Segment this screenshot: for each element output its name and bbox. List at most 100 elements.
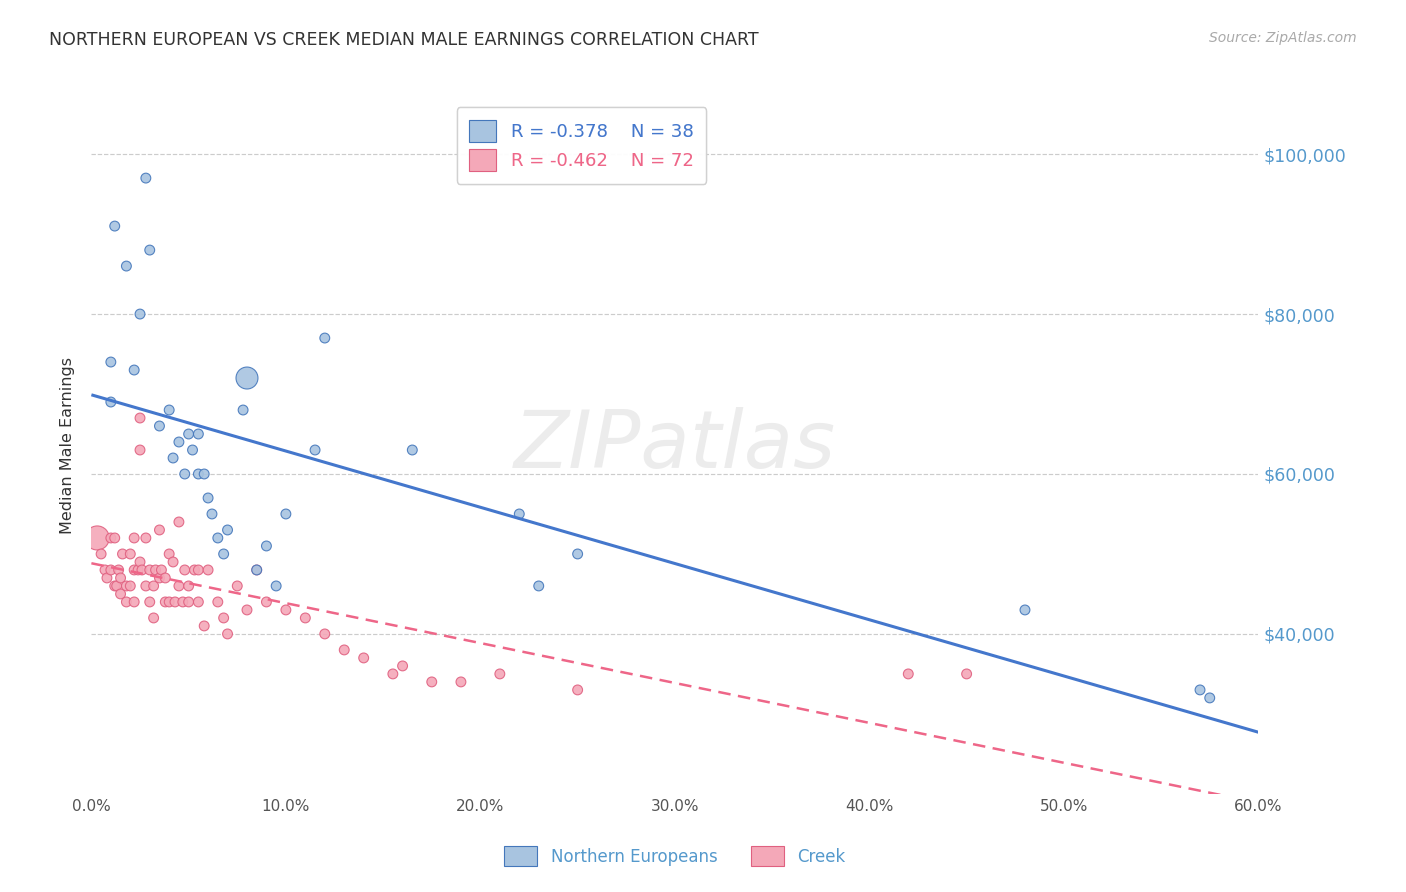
Point <box>104 219 127 233</box>
Point <box>527 579 550 593</box>
Point <box>401 442 423 457</box>
Point <box>187 467 209 481</box>
Point <box>122 531 145 545</box>
Point <box>177 427 200 442</box>
Point <box>86 531 108 545</box>
Point <box>135 531 157 545</box>
Point <box>120 579 142 593</box>
Point <box>115 579 138 593</box>
Point <box>129 442 152 457</box>
Point <box>135 171 157 186</box>
Point <box>162 555 184 569</box>
Point <box>256 595 278 609</box>
Point <box>212 547 235 561</box>
Point <box>314 331 336 345</box>
Point <box>155 571 177 585</box>
Point <box>197 491 219 505</box>
Point <box>104 579 127 593</box>
Point <box>129 555 152 569</box>
Point <box>129 411 152 425</box>
Point <box>897 667 920 681</box>
Point <box>187 595 209 609</box>
Point <box>274 603 297 617</box>
Point <box>177 595 200 609</box>
Point <box>172 595 194 609</box>
Point <box>956 667 979 681</box>
Point <box>187 427 209 442</box>
Point <box>567 682 589 697</box>
Point <box>246 563 269 577</box>
Point <box>353 651 375 665</box>
Point <box>120 547 142 561</box>
Point <box>1198 690 1220 705</box>
Point <box>129 307 152 321</box>
Point <box>155 595 177 609</box>
Point <box>157 547 180 561</box>
Point <box>148 571 170 585</box>
Point <box>173 563 195 577</box>
Point <box>122 363 145 377</box>
Point <box>232 403 254 417</box>
Point <box>167 435 190 450</box>
Point <box>304 442 326 457</box>
Point <box>226 579 249 593</box>
Point <box>450 674 472 689</box>
Point <box>142 611 165 625</box>
Point <box>193 619 215 633</box>
Point <box>104 531 127 545</box>
Point <box>167 515 190 529</box>
Text: Source: ZipAtlas.com: Source: ZipAtlas.com <box>1209 31 1357 45</box>
Text: ZIPatlas: ZIPatlas <box>513 407 837 485</box>
Point <box>333 643 356 657</box>
Point <box>145 563 167 577</box>
Point <box>111 547 134 561</box>
Point <box>138 563 162 577</box>
Point <box>100 395 122 409</box>
Point <box>508 507 530 521</box>
Point <box>100 563 122 577</box>
Point <box>135 579 157 593</box>
Point <box>1014 603 1036 617</box>
Point <box>193 467 215 481</box>
Point <box>173 467 195 481</box>
Point <box>489 667 512 681</box>
Point <box>264 579 287 593</box>
Point <box>110 571 132 585</box>
Point <box>183 563 205 577</box>
Point <box>100 355 122 369</box>
Point <box>177 579 200 593</box>
Point <box>567 547 589 561</box>
Point <box>115 595 138 609</box>
Point <box>187 563 209 577</box>
Text: NORTHERN EUROPEAN VS CREEK MEDIAN MALE EARNINGS CORRELATION CHART: NORTHERN EUROPEAN VS CREEK MEDIAN MALE E… <box>49 31 759 49</box>
Legend: R = -0.378    N = 38, R = -0.462    N = 72: R = -0.378 N = 38, R = -0.462 N = 72 <box>457 107 706 184</box>
Point <box>207 595 229 609</box>
Point <box>148 419 170 434</box>
Point <box>157 595 180 609</box>
Point <box>381 667 404 681</box>
Point <box>167 579 190 593</box>
Point <box>314 627 336 641</box>
Point <box>90 547 112 561</box>
Point <box>246 563 269 577</box>
Point <box>181 442 204 457</box>
Point <box>94 563 117 577</box>
Point <box>201 507 224 521</box>
Legend: Northern Europeans, Creek: Northern Europeans, Creek <box>496 838 853 875</box>
Point <box>122 563 145 577</box>
Point <box>294 611 316 625</box>
Point <box>138 595 162 609</box>
Point <box>236 603 259 617</box>
Point <box>420 674 443 689</box>
Point <box>148 523 170 537</box>
Point <box>138 243 162 257</box>
Point <box>96 571 118 585</box>
Point <box>105 579 128 593</box>
Point <box>217 523 239 537</box>
Point <box>122 595 145 609</box>
Point <box>142 579 165 593</box>
Point <box>1189 682 1212 697</box>
Point <box>127 563 149 577</box>
Point <box>391 659 413 673</box>
Point <box>217 627 239 641</box>
